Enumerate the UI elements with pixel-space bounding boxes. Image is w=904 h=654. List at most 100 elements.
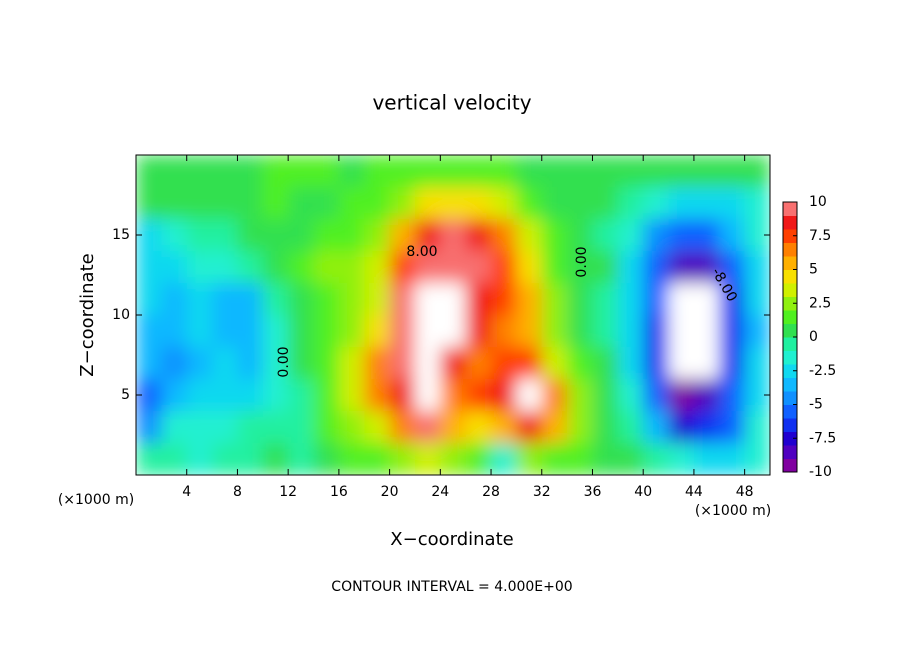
cell [161,347,188,380]
cell [364,411,391,444]
cell [617,283,644,316]
cell [516,283,543,316]
cell [389,443,416,475]
cell [465,315,492,348]
cell [212,347,238,380]
cell [668,155,695,188]
cell [465,155,492,188]
cell [262,411,289,444]
cell [237,251,264,284]
cell [567,219,593,252]
cell [592,219,619,252]
cell [136,251,162,284]
cell [161,379,188,412]
cell [237,187,264,220]
cell [592,411,619,444]
cell [237,155,264,188]
cell [313,251,340,284]
cell [592,315,619,348]
colorbar-swatch [783,215,797,230]
cell [668,283,695,316]
cell [288,443,315,475]
cell [136,443,162,475]
colorbar-swatch [783,445,797,459]
cell [744,411,770,444]
cell [262,283,289,316]
colorbar-swatch [783,229,797,243]
cell [313,187,340,220]
cell [567,347,593,380]
cell [262,315,289,348]
cell [668,411,695,444]
cell [389,187,416,220]
cell [567,283,593,316]
cell [617,315,644,348]
cell [288,219,315,252]
cell [212,155,238,188]
cell [161,411,188,444]
colorbar-swatch [783,364,797,378]
cell [643,315,670,348]
cell [744,347,770,380]
cell [465,251,492,284]
cell [719,187,746,220]
cell [567,379,593,412]
cell [668,443,695,475]
cell [136,315,162,348]
cell [567,155,593,188]
cell [338,411,365,444]
x-unit-label: (×1000 m) [58,492,134,508]
chart-title: vertical velocity [372,91,531,115]
cell [719,315,746,348]
cell [237,411,264,444]
cell [186,315,213,348]
cell [288,187,315,220]
cell [668,187,695,220]
cell [389,219,416,252]
cell [136,411,162,444]
x-tick-label: 40 [634,484,652,500]
cell [440,155,467,188]
colorbar-swatch [783,418,797,432]
cell [389,251,416,284]
colorbar-tick-label: -10 [809,464,832,480]
cell [567,315,593,348]
cell [414,379,441,412]
cell [338,155,365,188]
y-axis-label: Z−coordinate [77,253,98,376]
cell [212,251,238,284]
cell [693,443,720,475]
cell [262,347,289,380]
cell [719,443,746,475]
cell [338,379,365,412]
footer: CONTOUR INTERVAL = 4.000E+00 [331,579,572,595]
cell [516,379,543,412]
cell [719,379,746,412]
colorbar-swatch [783,391,797,405]
colorbar-tick-label: 7.5 [809,228,831,244]
cell [414,219,441,252]
y-tick-label: 5 [121,387,130,403]
x-unit-label: (×1000 m) [695,503,771,519]
cell [440,411,467,444]
cell [440,443,467,475]
cell [440,283,467,316]
cell [186,347,213,380]
colorbar-swatch [783,242,797,257]
cell [592,443,619,475]
cell [567,411,593,444]
cell [465,283,492,316]
cell [541,379,568,412]
cell [516,187,543,220]
cell [338,219,365,252]
cell [592,187,619,220]
cell [643,443,670,475]
cell [693,187,720,220]
cell [592,251,619,284]
x-tick-label: 24 [431,484,449,500]
cell [338,443,365,475]
cell [668,379,695,412]
cell [693,347,720,380]
cell [440,379,467,412]
x-tick-label: 32 [533,484,551,500]
